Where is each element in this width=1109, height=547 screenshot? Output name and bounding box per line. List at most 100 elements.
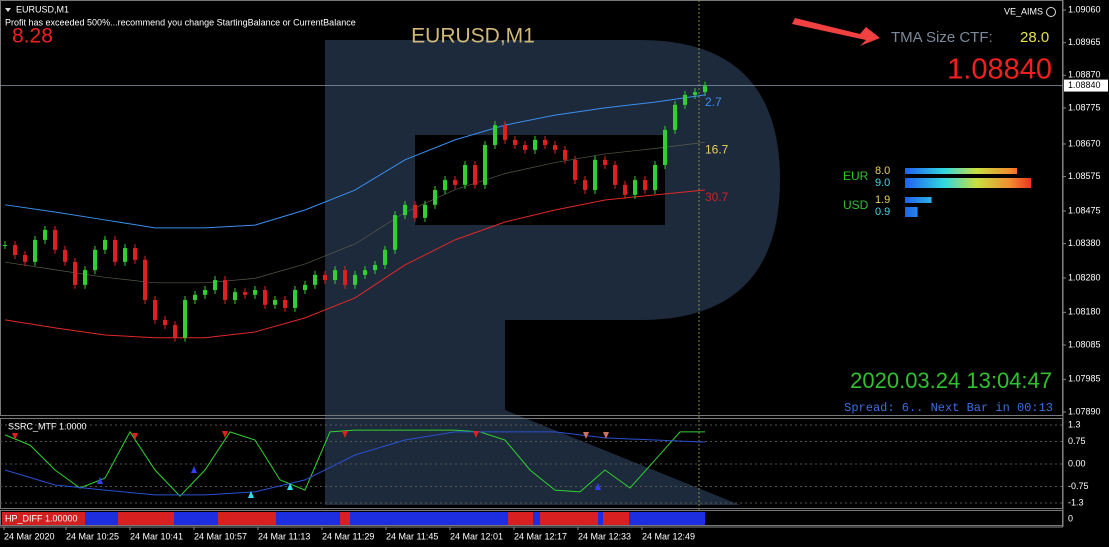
candle-body bbox=[543, 139, 547, 146]
candle-body bbox=[233, 292, 237, 300]
candle-body bbox=[213, 280, 217, 291]
y-tick-label: 1.07890 bbox=[1068, 406, 1101, 416]
strength-value: 0.9 bbox=[875, 206, 890, 218]
candle-body bbox=[193, 294, 197, 300]
hp-diff-label: HP_DIFF 1.00000 bbox=[5, 513, 78, 523]
osc-line bbox=[4, 429, 705, 497]
current-price-tag bbox=[1064, 79, 1108, 92]
x-tick-label: 24 Mar 2020 bbox=[4, 531, 55, 541]
candle-body bbox=[393, 215, 397, 250]
candle-body bbox=[223, 280, 227, 300]
tma-label: TMA Size CTF: bbox=[891, 29, 993, 46]
candle-body bbox=[523, 145, 527, 150]
candle-body bbox=[53, 229, 57, 250]
candle-body bbox=[253, 290, 257, 295]
y-tick-label: 1.08670 bbox=[1068, 138, 1101, 148]
band-label: 30.7 bbox=[705, 190, 729, 204]
candle-body bbox=[93, 249, 97, 271]
candle-body bbox=[453, 180, 457, 185]
candle-body bbox=[593, 159, 597, 191]
y-tick-label: 1.08775 bbox=[1068, 102, 1101, 112]
indicator-name: VE_AIMS bbox=[1004, 6, 1043, 16]
x-tick-label: 24 Mar 12:01 bbox=[450, 531, 503, 541]
candle-body bbox=[403, 204, 407, 216]
osc-tick-label: -0.75 bbox=[1068, 481, 1089, 491]
strength-value: 8.0 bbox=[875, 165, 890, 177]
candle-body bbox=[203, 290, 207, 295]
osc-tick-label: 1.3 bbox=[1068, 419, 1081, 429]
candle-body bbox=[503, 125, 507, 140]
tma-band bbox=[4, 189, 706, 339]
candle-body bbox=[263, 290, 267, 305]
candle-body bbox=[483, 145, 487, 185]
tma-band bbox=[4, 141, 706, 284]
osc-tick-label: 0.75 bbox=[1068, 436, 1086, 446]
candle-body bbox=[663, 129, 667, 165]
menu-arrow[interactable] bbox=[5, 8, 11, 12]
candle-body bbox=[463, 164, 467, 185]
candle-body bbox=[563, 149, 567, 160]
band-label: 2.7 bbox=[705, 95, 722, 109]
candle-body bbox=[103, 239, 107, 250]
candle-body bbox=[613, 164, 617, 185]
y-tick-label: 1.08380 bbox=[1068, 238, 1101, 248]
x-tick-label: 24 Mar 11:13 bbox=[258, 531, 310, 541]
hp-diff-scale: 0 bbox=[1068, 513, 1073, 523]
oscillator-label: SSRC_MTF 1.0000 bbox=[8, 421, 87, 431]
candle-body bbox=[143, 259, 147, 300]
candle-body bbox=[443, 180, 447, 191]
candle-body bbox=[513, 139, 517, 146]
strength-value: 1.9 bbox=[875, 194, 890, 206]
candle-body bbox=[63, 249, 67, 262]
strength-bar bbox=[905, 178, 1031, 188]
candle-body bbox=[493, 125, 497, 146]
plot: 1.09060 1.08965 1.08870 1.08775 1.08670 1.085… bbox=[0, 4, 1108, 541]
y-tick-label: 1.08180 bbox=[1068, 307, 1101, 317]
candle-body bbox=[573, 159, 577, 181]
candle-body bbox=[683, 94, 687, 105]
signal-arrows bbox=[12, 431, 609, 498]
candle-body bbox=[693, 92, 697, 95]
candle-body bbox=[553, 145, 557, 150]
candle-body bbox=[583, 180, 587, 191]
candle-body bbox=[433, 190, 437, 205]
candle-body bbox=[633, 180, 637, 195]
x-tick-label: 24 Mar 10:25 bbox=[66, 531, 119, 541]
currency-label: EUR bbox=[843, 169, 869, 183]
candle-body bbox=[183, 299, 187, 338]
candle-body bbox=[703, 85, 707, 93]
y-tick-label: 1.08280 bbox=[1068, 272, 1101, 282]
candle-body bbox=[373, 264, 377, 271]
candle-body bbox=[313, 274, 317, 285]
osc-tick-label: -1.3 bbox=[1068, 497, 1084, 507]
x-tick-label: 24 Mar 11:45 bbox=[386, 531, 438, 541]
candle-body bbox=[283, 299, 287, 308]
osc-tick-label: 0.00 bbox=[1068, 458, 1086, 468]
y-tick-label: 1.08965 bbox=[1068, 37, 1101, 47]
band-label: 16.7 bbox=[705, 142, 729, 156]
hp-diff-histogram bbox=[85, 512, 705, 525]
spread-info: Spread: 6.. Next Bar in 00:13 bbox=[844, 401, 1053, 415]
candle-body bbox=[383, 249, 387, 265]
currency-label: USD bbox=[843, 198, 869, 212]
candle-body bbox=[3, 245, 7, 247]
chart-title: EURUSD,M1 bbox=[411, 25, 535, 48]
notice: Profit has exceeded 500%...recommend you… bbox=[5, 17, 356, 27]
x-tick-label: 24 Mar 10:41 bbox=[130, 531, 183, 541]
candle-body bbox=[293, 290, 297, 308]
y-tick-label: 1.08085 bbox=[1068, 339, 1101, 349]
smiley bbox=[1046, 7, 1056, 17]
candle-body bbox=[623, 184, 627, 195]
hp-label-bg bbox=[2, 512, 85, 525]
candle-body bbox=[423, 204, 427, 218]
candle-body bbox=[153, 299, 157, 320]
bid-price: 1.08840 bbox=[947, 54, 1052, 86]
x-tick-label: 24 Mar 10:57 bbox=[194, 531, 247, 541]
strength-bar bbox=[905, 168, 1017, 174]
y-tick-label: 1.08575 bbox=[1068, 171, 1101, 181]
current-price-label: 1.08840 bbox=[1068, 80, 1101, 90]
candle-body bbox=[643, 180, 647, 191]
candle-body bbox=[323, 274, 327, 281]
